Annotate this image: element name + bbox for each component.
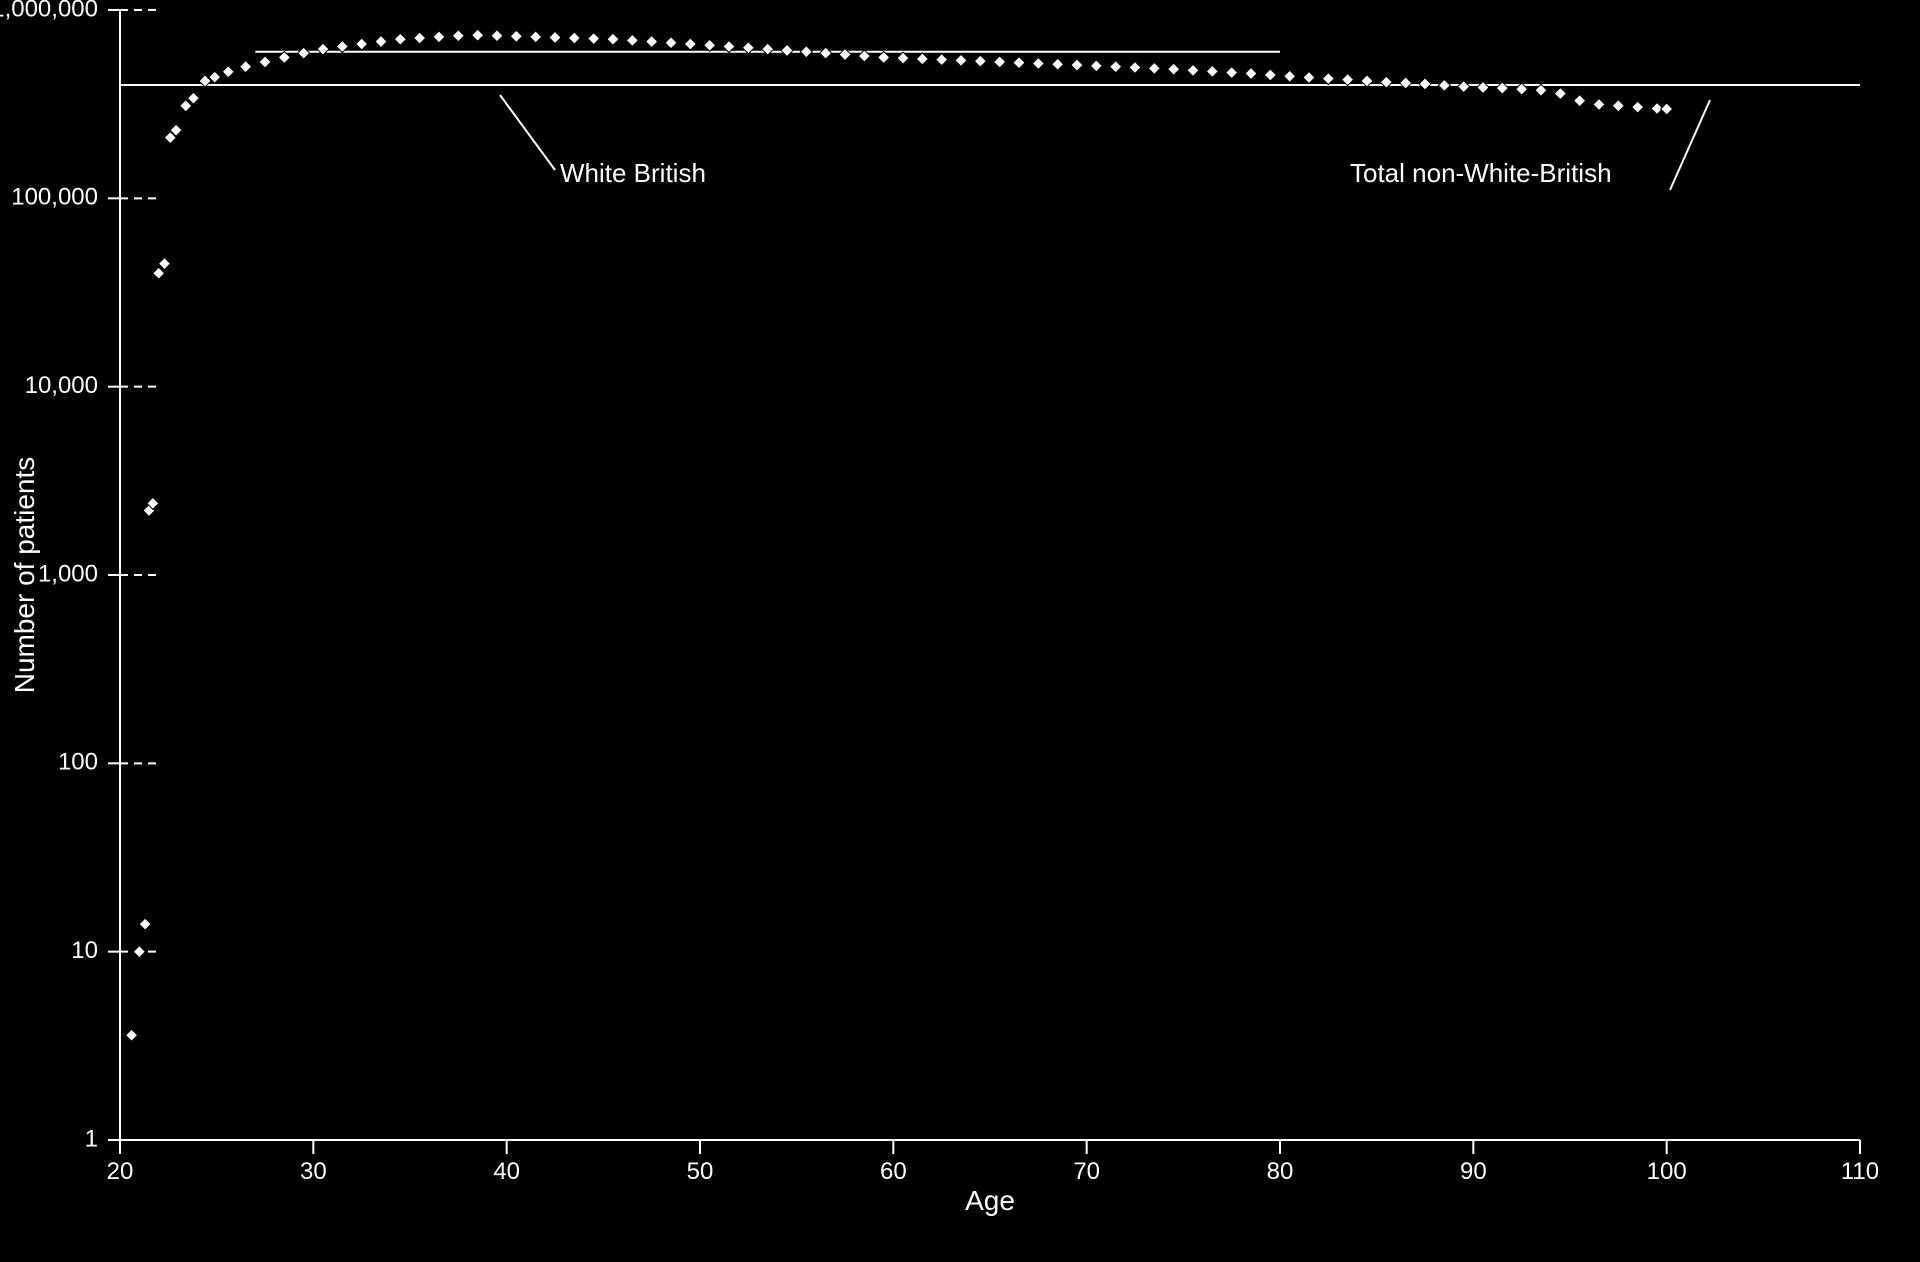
x-tick-label: 30: [300, 1158, 327, 1185]
x-tick-label: 20: [107, 1158, 134, 1185]
y-tick-label: 1,000: [38, 560, 98, 587]
y-tick-label: 1: [85, 1125, 98, 1152]
annotation-label: Total non-White-British: [1350, 158, 1612, 188]
x-tick-label: 60: [880, 1158, 907, 1185]
x-tick-label: 40: [493, 1158, 520, 1185]
x-tick-label: 80: [1267, 1158, 1294, 1185]
x-tick-label: 70: [1073, 1158, 1100, 1185]
y-tick-label: 10: [71, 937, 98, 964]
y-tick-label: 100: [58, 749, 98, 776]
x-tick-label: 100: [1647, 1158, 1687, 1185]
x-axis-label: Age: [965, 1185, 1015, 1216]
y-axis-label: Number of patients: [9, 457, 40, 694]
y-tick-label: 10,000: [25, 372, 98, 399]
x-tick-label: 50: [687, 1158, 714, 1185]
y-tick-label: 100,000: [11, 184, 98, 211]
annotation-label: White British: [560, 158, 706, 188]
chart-svg: 1101001,00010,000100,0001,000,0002030405…: [0, 0, 1920, 1262]
x-tick-label: 90: [1460, 1158, 1487, 1185]
y-tick-label: 1,000,000: [0, 0, 98, 22]
scatter-chart: 1101001,00010,000100,0001,000,0002030405…: [0, 0, 1920, 1262]
x-tick-label: 110: [1841, 1158, 1879, 1185]
